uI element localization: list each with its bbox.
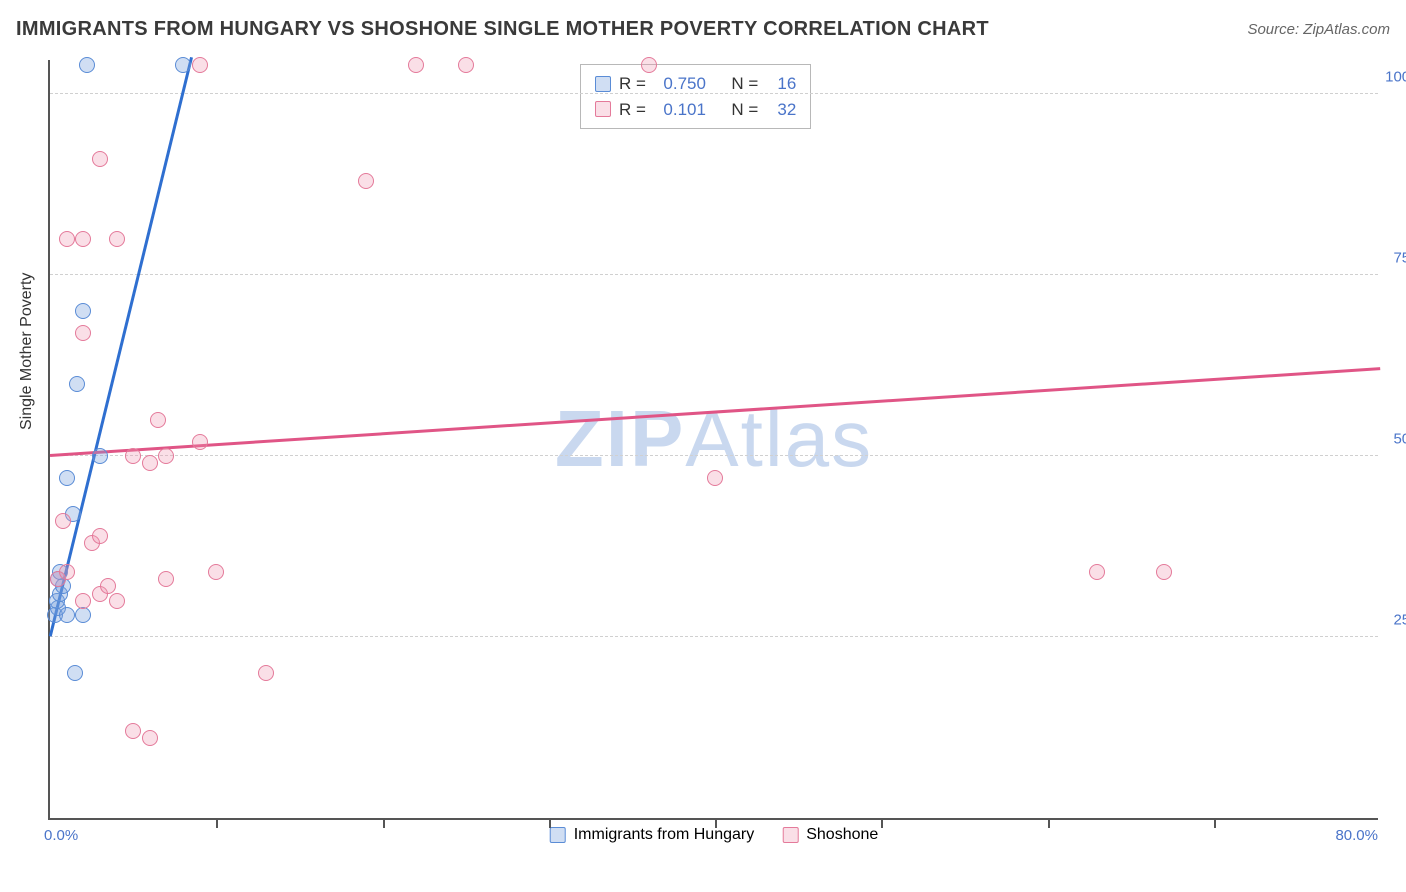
data-point <box>92 528 108 544</box>
data-point <box>79 57 95 73</box>
data-point <box>75 593 91 609</box>
series-legend-label: Immigrants from Hungary <box>574 826 755 844</box>
gridline <box>50 636 1378 637</box>
data-point <box>109 593 125 609</box>
data-point <box>67 665 83 681</box>
data-point <box>92 448 108 464</box>
legend-n-value: 32 <box>766 97 796 123</box>
data-point <box>75 607 91 623</box>
gridline <box>50 274 1378 275</box>
data-point <box>75 231 91 247</box>
legend-swatch <box>550 827 566 843</box>
chart-source: Source: ZipAtlas.com <box>1247 21 1390 38</box>
chart-title: IMMIGRANTS FROM HUNGARY VS SHOSHONE SING… <box>16 18 989 41</box>
data-point <box>92 151 108 167</box>
data-point <box>125 448 141 464</box>
data-point <box>192 57 208 73</box>
x-tick <box>216 818 218 828</box>
data-point <box>150 412 166 428</box>
plot-area: ZIPAtlas R =0.750 N =16R =0.101 N =32 Im… <box>48 60 1378 820</box>
trendline <box>49 56 193 636</box>
data-point <box>75 303 91 319</box>
data-point <box>258 665 274 681</box>
data-point <box>208 564 224 580</box>
legend-swatch <box>595 76 611 92</box>
data-point <box>158 448 174 464</box>
x-axis-min-label: 0.0% <box>44 827 78 844</box>
x-tick <box>383 818 385 828</box>
trendline <box>50 367 1380 456</box>
series-legend: Immigrants from Hungary Shoshone <box>550 826 879 844</box>
data-point <box>75 325 91 341</box>
data-point <box>142 455 158 471</box>
y-tick-label: 25.0% <box>1393 612 1406 629</box>
data-point <box>158 571 174 587</box>
data-point <box>408 57 424 73</box>
legend-r-value: 0.101 <box>654 97 706 123</box>
data-point <box>59 607 75 623</box>
x-axis-max-label: 80.0% <box>1335 827 1378 844</box>
series-legend-item: Immigrants from Hungary <box>550 826 755 844</box>
y-tick-label: 75.0% <box>1393 250 1406 267</box>
data-point <box>175 57 191 73</box>
data-point <box>59 231 75 247</box>
data-point <box>55 513 71 529</box>
x-tick <box>881 818 883 828</box>
data-point <box>59 470 75 486</box>
data-point <box>192 434 208 450</box>
y-axis-title: Single Mother Poverty <box>18 273 36 430</box>
data-point <box>1089 564 1105 580</box>
legend-n-label: N = <box>731 97 758 123</box>
data-point <box>100 578 116 594</box>
gridline <box>50 455 1378 456</box>
x-tick <box>1048 818 1050 828</box>
x-tick <box>549 818 551 828</box>
stats-legend-row: R = 0.101 N = 32 <box>595 97 796 123</box>
y-tick-label: 100.0% <box>1385 69 1406 86</box>
data-point <box>109 231 125 247</box>
watermark-prefix: ZIP <box>555 394 685 483</box>
data-point <box>69 376 85 392</box>
data-point <box>125 723 141 739</box>
chart-header: IMMIGRANTS FROM HUNGARY VS SHOSHONE SING… <box>16 18 1390 41</box>
series-legend-item: Shoshone <box>782 826 878 844</box>
data-point <box>641 57 657 73</box>
data-point <box>458 57 474 73</box>
x-tick <box>1214 818 1216 828</box>
gridline <box>50 93 1378 94</box>
series-legend-label: Shoshone <box>806 826 878 844</box>
data-point <box>358 173 374 189</box>
x-tick <box>715 818 717 828</box>
legend-r-label: R = <box>619 97 646 123</box>
y-tick-label: 50.0% <box>1393 431 1406 448</box>
data-point <box>707 470 723 486</box>
legend-swatch <box>595 101 611 117</box>
data-point <box>1156 564 1172 580</box>
legend-swatch <box>782 827 798 843</box>
data-point <box>142 730 158 746</box>
stats-legend: R =0.750 N =16R =0.101 N =32 <box>580 64 811 129</box>
data-point <box>59 564 75 580</box>
